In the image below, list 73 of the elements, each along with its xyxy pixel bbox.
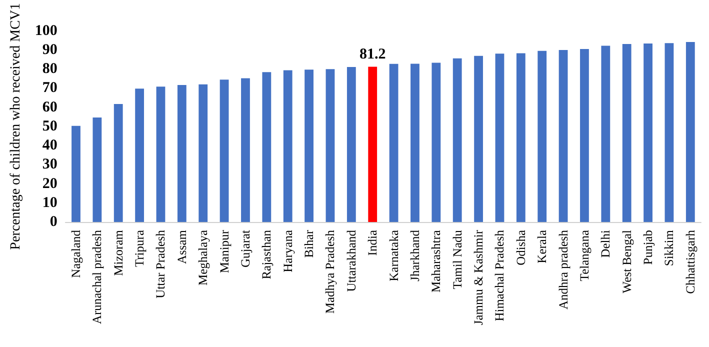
bar xyxy=(686,42,695,222)
x-tick-label: Telangana xyxy=(577,230,592,282)
x-tick-label: Odisha xyxy=(514,230,528,266)
bar xyxy=(644,43,652,222)
x-tick-label: Uttarakhand xyxy=(344,229,358,292)
bar xyxy=(198,84,208,222)
bar xyxy=(177,84,186,222)
x-tick-label: Kerala xyxy=(535,230,550,264)
bar xyxy=(601,46,610,222)
bar xyxy=(220,80,229,222)
x-tick-label: Delhi xyxy=(598,229,613,258)
bar xyxy=(538,50,547,222)
bar xyxy=(495,54,504,222)
x-tick-label: India xyxy=(366,230,380,256)
x-tick-label: Himachal Pradesh xyxy=(492,229,507,322)
x-tick-label: Punjab xyxy=(641,230,656,265)
x-tick-label: Jharkhand xyxy=(408,229,422,282)
x-tick-label: Uttar Pradesh xyxy=(154,229,168,298)
x-tick-label: Chhattisgarh xyxy=(683,229,698,294)
x-tick-label: Tripura xyxy=(132,230,147,268)
y-tick-label: 80 xyxy=(42,61,58,78)
bar xyxy=(474,56,483,222)
y-axis-title: Percentage of children who received MCV1 xyxy=(8,2,24,250)
bar xyxy=(241,78,250,222)
y-tick-label: 90 xyxy=(42,42,58,58)
y-tick-label: 100 xyxy=(34,22,58,39)
bar xyxy=(262,72,272,222)
y-tick-label: 30 xyxy=(42,156,58,173)
y-tick-label: 0 xyxy=(50,214,58,230)
x-tick-label: Jammu & Kashmir xyxy=(472,229,486,326)
x-tick-label: Manipur xyxy=(217,229,232,274)
bar xyxy=(304,70,314,222)
bar xyxy=(92,117,102,222)
data-label: 81.2 xyxy=(359,46,386,62)
y-tick-label: 70 xyxy=(42,80,58,96)
x-tick-label: Madhya Pradesh xyxy=(323,229,338,314)
bar xyxy=(283,70,292,222)
bar xyxy=(558,50,568,222)
y-tick-label: 50 xyxy=(42,118,58,134)
x-tick-label: Haryana xyxy=(280,230,295,272)
x-tick-label: Karnataka xyxy=(386,230,401,282)
x-tick-label: Rajasthan xyxy=(260,229,274,280)
x-tick-label: Nagaland xyxy=(68,229,83,278)
bar xyxy=(156,86,166,222)
x-tick-label: Andhra pradesh xyxy=(556,229,570,310)
x-tick-label: Arunachal pradesh xyxy=(90,229,104,324)
x-tick-label: Assam xyxy=(174,230,189,264)
x-tick-label: Meghalaya xyxy=(196,230,210,286)
bar xyxy=(346,66,356,222)
bar xyxy=(389,64,398,222)
bar xyxy=(114,104,123,222)
x-tick-label: Mizoram xyxy=(111,230,126,276)
bar xyxy=(664,43,674,222)
x-tick-label: Sikkim xyxy=(662,230,676,266)
bar xyxy=(135,88,144,222)
x-tick-label: West Bengal xyxy=(620,229,634,294)
bar xyxy=(516,53,526,222)
bar xyxy=(368,66,378,222)
bar xyxy=(432,62,441,222)
bar xyxy=(452,58,462,222)
y-tick-label: 40 xyxy=(42,138,58,154)
bar xyxy=(580,49,589,222)
x-tick-label: Tamil Nadu xyxy=(450,229,464,290)
x-tick-label: Maharashtra xyxy=(429,230,444,292)
y-tick-label: 10 xyxy=(42,194,58,211)
bar xyxy=(622,44,632,222)
bar xyxy=(410,64,420,222)
bar xyxy=(72,126,80,222)
y-tick-label: 20 xyxy=(42,176,58,192)
bar xyxy=(326,69,335,222)
y-tick-label: 60 xyxy=(42,99,58,116)
x-tick-label: Bihar xyxy=(302,229,316,258)
x-tick-label: Gujarat xyxy=(238,229,252,268)
